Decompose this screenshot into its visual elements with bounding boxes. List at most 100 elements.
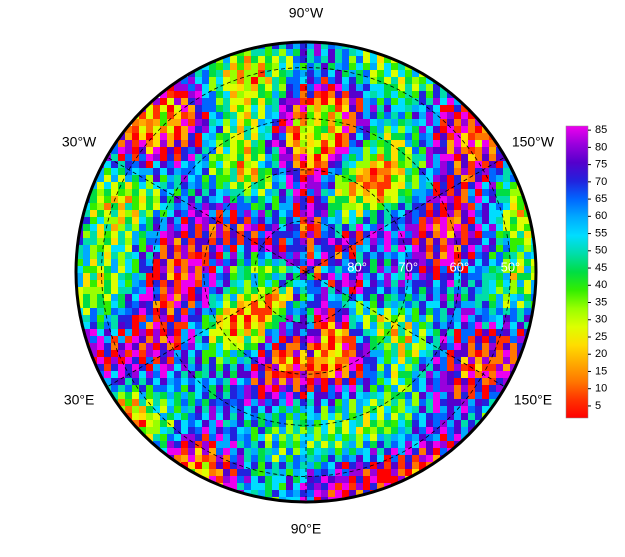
cell [377,133,384,140]
cell [265,161,272,168]
cell [265,175,272,182]
cell [328,462,335,469]
cell [454,385,461,392]
cell [195,427,202,434]
cell [195,217,202,224]
cell [517,308,524,315]
cell [370,161,377,168]
cell [405,91,412,98]
cell [160,392,167,399]
cell [398,70,405,77]
cell [531,287,536,294]
cell [209,161,216,168]
cell [433,259,440,266]
cell [125,273,132,280]
cell [146,308,153,315]
cell [426,371,433,378]
cell [342,455,349,462]
cell [314,427,321,434]
cell [202,245,209,252]
cell [272,350,279,357]
cell [188,385,195,392]
cell [90,231,97,238]
cell [244,273,251,280]
cell [279,350,286,357]
cell [279,448,286,455]
cell [419,224,426,231]
cell [342,357,349,364]
cell [125,182,132,189]
cell [489,273,496,280]
cell [468,266,475,273]
cell [195,336,202,343]
cell [167,105,174,112]
cell [167,329,174,336]
cell [377,231,384,238]
cell [251,259,258,266]
cell [160,112,167,119]
cell [489,189,496,196]
cell [223,490,230,497]
cell [412,84,419,91]
cell [237,455,244,462]
cell [398,84,405,91]
cell [223,448,230,455]
cell [223,434,230,441]
cell [419,315,426,322]
cell [181,350,188,357]
cell [195,70,202,77]
cell [167,273,174,280]
cell [377,98,384,105]
cell [503,322,510,329]
cell [377,84,384,91]
cell [111,252,118,259]
cell [342,280,349,287]
cell [391,378,398,385]
cell [468,119,475,126]
cell [468,126,475,133]
cell [181,322,188,329]
cell [384,357,391,364]
cell [377,287,384,294]
cell [216,441,223,448]
cell [363,259,370,266]
cell [251,434,258,441]
cell [356,455,363,462]
cell [181,448,188,455]
cell [391,252,398,259]
cell [370,280,377,287]
cell [321,371,328,378]
cell [405,483,412,490]
cell [209,77,216,84]
cell [132,140,139,147]
cell [279,126,286,133]
cell [181,399,188,406]
cell [237,371,244,378]
cell [237,385,244,392]
cell [377,119,384,126]
cell [160,210,167,217]
cell [363,497,370,502]
cell [342,441,349,448]
cell [496,245,503,252]
cell [216,413,223,420]
cell [349,217,356,224]
cell [377,70,384,77]
lon-label: 90°W [289,5,324,21]
cell [132,238,139,245]
cell [405,294,412,301]
cell [503,399,510,406]
cell [398,273,405,280]
cell [356,252,363,259]
cell [426,154,433,161]
cell [209,448,216,455]
cell [384,98,391,105]
cell [216,224,223,231]
cell [258,434,265,441]
cell [132,259,139,266]
cell [139,399,146,406]
cell [377,357,384,364]
cell [216,287,223,294]
cell [363,476,370,483]
cell [517,280,524,287]
